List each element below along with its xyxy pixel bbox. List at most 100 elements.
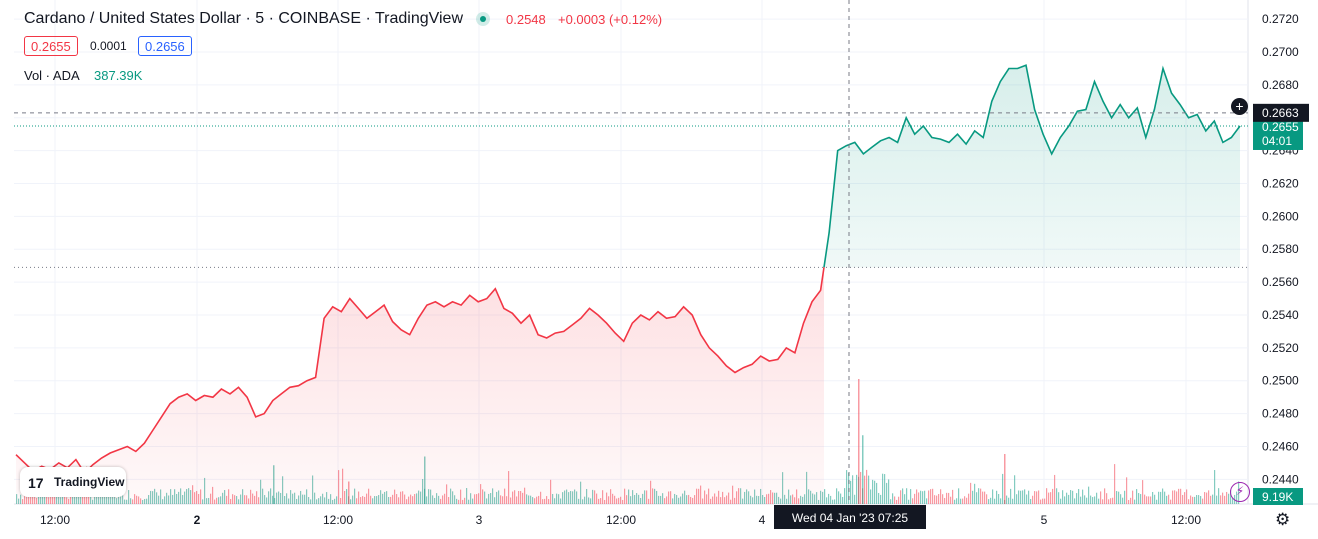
volume-bar: [1214, 470, 1216, 504]
volume-bar: [988, 499, 990, 504]
volume-bar: [890, 499, 892, 504]
volume-bar: [1110, 498, 1112, 504]
volume-bar: [1090, 495, 1092, 504]
volume-bar: [876, 482, 878, 504]
tradingview-logo[interactable]: 17 TradingView: [20, 467, 126, 497]
volume-bar: [878, 492, 880, 504]
volume-bar: [1046, 488, 1048, 504]
volume-bar: [840, 493, 842, 504]
volume-bar: [1028, 490, 1030, 504]
volume-bar: [874, 480, 876, 504]
volume-bar: [1030, 498, 1032, 504]
volume-bar: [1156, 499, 1158, 504]
crosshair-price-value: 0.2663: [1262, 106, 1299, 120]
down-area-fill: [16, 267, 825, 504]
volume-bar: [904, 494, 906, 504]
volume-bar: [1016, 494, 1018, 504]
volume-bar: [996, 490, 998, 504]
volume-bar: [1186, 489, 1188, 504]
volume-bar: [1120, 494, 1122, 504]
volume-bar: [952, 489, 954, 504]
volume-bar: [1034, 491, 1036, 504]
volume-bar: [1198, 495, 1200, 504]
chart-legend: Cardano / United States Dollar · 5 · COI…: [0, 0, 1240, 90]
volume-bar: [1044, 498, 1046, 504]
volume-bar: [1126, 477, 1128, 504]
price-area: [15, 64, 1241, 504]
volume-bar: [984, 491, 986, 504]
volume-bar: [998, 494, 1000, 504]
volume-bar: [1162, 488, 1164, 504]
price-axis: 0.27200.27000.26800.26600.26400.26200.26…: [1262, 12, 1299, 486]
volume-bar: [1040, 499, 1042, 504]
lightning-icon[interactable]: ⚡: [1230, 482, 1250, 502]
volume-bar: [914, 493, 916, 504]
volume-bar: [828, 493, 830, 504]
volume-bar: [962, 498, 964, 504]
volume-bar: [932, 488, 934, 504]
volume-bar: [1130, 497, 1132, 504]
volume-bar: [1036, 491, 1038, 504]
volume-bar: [1098, 498, 1100, 504]
volume-bar: [1094, 496, 1096, 504]
volume-bar: [1074, 498, 1076, 504]
volume-bar: [1166, 495, 1168, 504]
volume-bar: [1052, 488, 1054, 504]
y-tick-label: 0.2680: [1262, 78, 1299, 92]
symbol-title[interactable]: Cardano / United States Dollar · 5 · COI…: [24, 10, 463, 27]
volume-bar: [1084, 495, 1086, 504]
volume-bar: [1106, 493, 1108, 504]
volume-bar: [976, 492, 978, 504]
volume-bar: [1148, 496, 1150, 504]
volume-bar: [870, 489, 872, 504]
volume-bar: [986, 494, 988, 504]
x-tick-label: 12:00: [1171, 513, 1201, 527]
volume-bar: [1096, 492, 1098, 504]
volume-bar: [1200, 496, 1202, 504]
reference-lines: [14, 0, 1248, 504]
volume-bar: [1032, 495, 1034, 504]
volume-bar: [884, 474, 886, 504]
volume-bar: [898, 496, 900, 504]
volume-bar: [910, 489, 912, 504]
volume-bar: [946, 492, 948, 504]
volume-bar: [1220, 495, 1222, 504]
volume-bar: [872, 479, 874, 504]
volume-bar: [888, 479, 890, 504]
volume-spike: [1004, 454, 1006, 504]
volume-bar: [942, 494, 944, 504]
plus-icon[interactable]: +: [1231, 98, 1248, 115]
x-tick-label: 2: [194, 513, 201, 527]
volume-bar: [1078, 489, 1080, 504]
y-tick-label: 0.2540: [1262, 308, 1299, 322]
volume-bar: [1216, 495, 1218, 504]
volume-label[interactable]: Vol · ADA: [24, 68, 80, 83]
volume-bar: [854, 494, 856, 504]
volume-bar: [964, 496, 966, 504]
volume-bar: [834, 499, 836, 504]
volume-bar: [1224, 495, 1226, 504]
volume-bar: [934, 495, 936, 504]
x-tick-label: 5: [1041, 513, 1048, 527]
volume-bar: [1108, 499, 1110, 504]
volume-bar: [948, 492, 950, 504]
volume-value: 387.39K: [94, 68, 143, 83]
buy-price-button[interactable]: 0.2656: [138, 36, 192, 56]
volume-bar: [860, 471, 862, 504]
volume-bar: [1080, 496, 1082, 504]
gear-icon[interactable]: ⚙: [1275, 510, 1291, 529]
volume-bar: [916, 489, 918, 504]
volume-bar: [1222, 492, 1224, 504]
volume-bar: [966, 497, 968, 504]
volume-bar: [826, 497, 828, 504]
volume-bar: [1188, 499, 1190, 504]
volume-bar: [1178, 488, 1180, 504]
volume-bar: [1092, 497, 1094, 504]
up-area-fill: [824, 65, 1240, 268]
volume-tag-value: 9.19K: [1262, 490, 1293, 504]
volume-bar: [1150, 496, 1152, 504]
volume-bar: [1168, 494, 1170, 504]
sell-price-button[interactable]: 0.2655: [24, 36, 78, 56]
volume-bar: [1194, 496, 1196, 504]
